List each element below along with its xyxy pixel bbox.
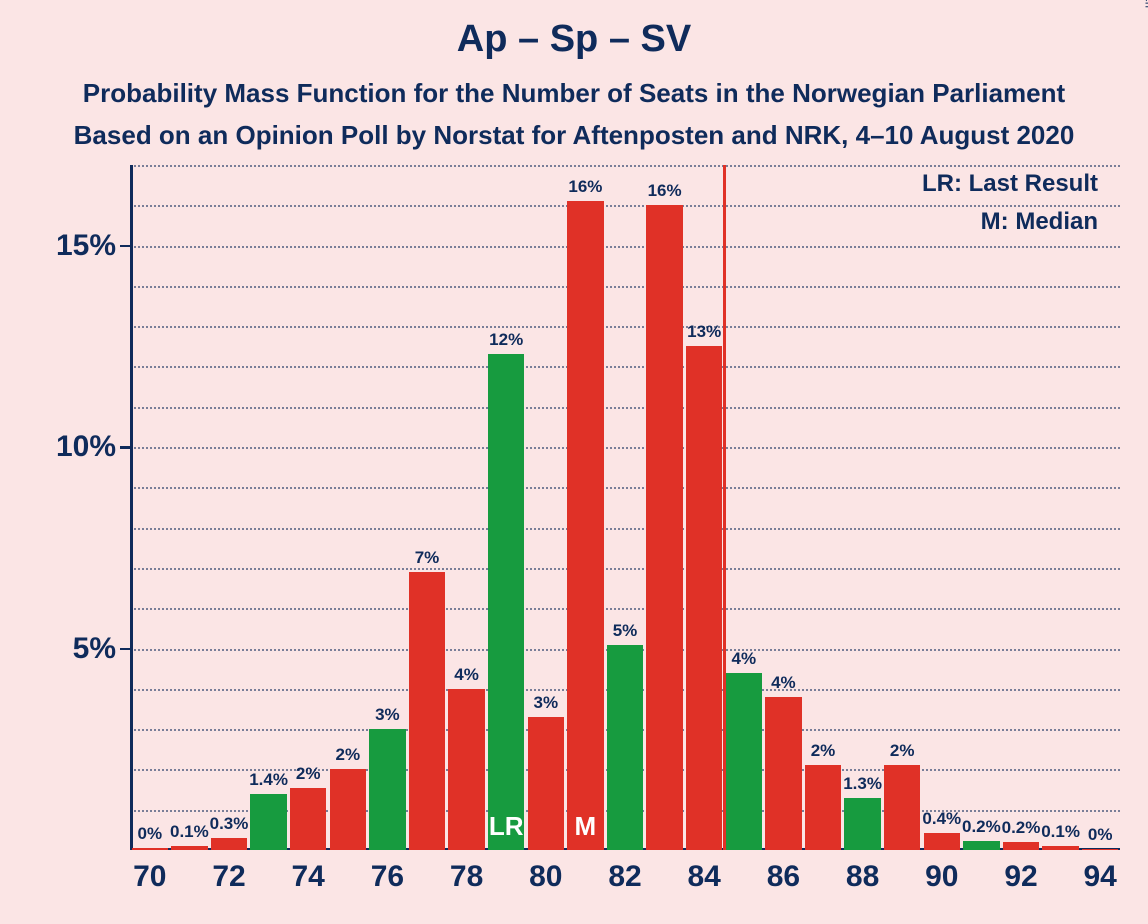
x-tick-label: 82 bbox=[608, 860, 641, 894]
bar: 2% bbox=[805, 765, 841, 850]
x-tick-label: 84 bbox=[688, 860, 721, 894]
bar-value-label: 12% bbox=[489, 330, 523, 350]
x-tick-label: 78 bbox=[450, 860, 483, 894]
grid-line bbox=[130, 205, 1120, 207]
y-tick-label: 15% bbox=[56, 229, 116, 263]
bar: 4% bbox=[765, 697, 801, 850]
bar-value-label: 0.1% bbox=[1041, 822, 1080, 842]
chart-title: Ap – Sp – SV bbox=[0, 18, 1148, 61]
bar-value-label: 16% bbox=[568, 177, 602, 197]
bar: 16%M bbox=[567, 201, 603, 850]
grid-line bbox=[130, 246, 1120, 248]
copyright-text: © 2021 Filip van Laenen bbox=[1142, 0, 1148, 8]
bar: 4% bbox=[448, 689, 484, 850]
bar: 3% bbox=[369, 729, 405, 850]
y-axis bbox=[130, 165, 133, 850]
bar-value-label: 13% bbox=[687, 322, 721, 342]
bar: 5% bbox=[607, 645, 643, 851]
bar-value-label: 0.2% bbox=[962, 817, 1001, 837]
bar-value-label: 16% bbox=[648, 181, 682, 201]
bar: 2% bbox=[330, 769, 366, 850]
bar: 1.3% bbox=[844, 798, 880, 850]
bar: 0.1% bbox=[171, 846, 207, 850]
plot-area: 5%10%15%707274767880828486889092940%0.1%… bbox=[130, 165, 1120, 850]
bar-value-label: 0% bbox=[137, 824, 162, 844]
bar: 0.1% bbox=[1042, 846, 1078, 850]
bar: 0.2% bbox=[963, 841, 999, 850]
x-tick-label: 80 bbox=[529, 860, 562, 894]
bar: 0.4% bbox=[924, 833, 960, 850]
x-tick-label: 92 bbox=[1004, 860, 1037, 894]
bar-value-label: 4% bbox=[454, 665, 479, 685]
x-tick-label: 94 bbox=[1084, 860, 1117, 894]
bar-value-label: 2% bbox=[811, 741, 836, 761]
y-tick-mark bbox=[120, 446, 130, 449]
bar: 0% bbox=[132, 848, 168, 850]
y-tick-mark bbox=[120, 245, 130, 248]
grid-line bbox=[130, 165, 1120, 167]
bar-value-label: 0.2% bbox=[1002, 818, 1041, 838]
x-tick-label: 90 bbox=[925, 860, 958, 894]
grid-line bbox=[130, 366, 1120, 368]
chart-subtitle-2: Based on an Opinion Poll by Norstat for … bbox=[0, 120, 1148, 151]
bar-value-label: 2% bbox=[335, 745, 360, 765]
bar-value-label: 0.4% bbox=[922, 809, 961, 829]
grid-line bbox=[130, 447, 1120, 449]
bar: 0.2% bbox=[1003, 842, 1039, 850]
x-tick-label: 72 bbox=[212, 860, 245, 894]
bar: 13% bbox=[686, 346, 722, 850]
bar: 3% bbox=[528, 717, 564, 850]
x-tick-label: 76 bbox=[371, 860, 404, 894]
bar: 12%LR bbox=[488, 354, 524, 850]
y-tick-label: 5% bbox=[73, 632, 116, 666]
bar-value-label: 5% bbox=[613, 621, 638, 641]
grid-line bbox=[130, 326, 1120, 328]
grid-line bbox=[130, 487, 1120, 489]
bar: 2% bbox=[290, 788, 326, 850]
bar: 2% bbox=[884, 765, 920, 850]
bar-value-label: 4% bbox=[731, 649, 756, 669]
x-tick-label: 86 bbox=[767, 860, 800, 894]
bar: 4% bbox=[726, 673, 762, 850]
bar-value-label: 0.1% bbox=[170, 822, 209, 842]
grid-line bbox=[130, 568, 1120, 570]
x-tick-label: 88 bbox=[846, 860, 879, 894]
bar-value-label: 3% bbox=[533, 693, 558, 713]
grid-line bbox=[130, 528, 1120, 530]
bar-value-label: 0% bbox=[1088, 825, 1113, 845]
majority-threshold-line bbox=[723, 165, 726, 850]
bar-value-label: 0.3% bbox=[210, 814, 249, 834]
bar-value-label: 2% bbox=[296, 764, 321, 784]
bar-value-label: 1.3% bbox=[843, 774, 882, 794]
x-tick-label: 70 bbox=[133, 860, 166, 894]
y-tick-mark bbox=[120, 648, 130, 651]
bar-value-label: 4% bbox=[771, 673, 796, 693]
grid-line bbox=[130, 286, 1120, 288]
bar-value-label: 1.4% bbox=[249, 770, 288, 790]
bar-inside-label: LR bbox=[489, 811, 524, 842]
y-tick-label: 10% bbox=[56, 430, 116, 464]
bar: 7% bbox=[409, 572, 445, 850]
bar: 16% bbox=[646, 205, 682, 850]
bar: 0.3% bbox=[211, 838, 247, 850]
bar-value-label: 2% bbox=[890, 741, 915, 761]
chart-subtitle-1: Probability Mass Function for the Number… bbox=[0, 78, 1148, 109]
chart-container: Ap – Sp – SV Probability Mass Function f… bbox=[0, 0, 1148, 924]
grid-line bbox=[130, 608, 1120, 610]
x-tick-label: 74 bbox=[292, 860, 325, 894]
bar-value-label: 3% bbox=[375, 705, 400, 725]
bar: 1.4% bbox=[250, 794, 286, 850]
bar-value-label: 7% bbox=[415, 548, 440, 568]
bar-inside-label: M bbox=[575, 811, 597, 842]
bar: 0% bbox=[1082, 849, 1118, 850]
grid-line bbox=[130, 407, 1120, 409]
